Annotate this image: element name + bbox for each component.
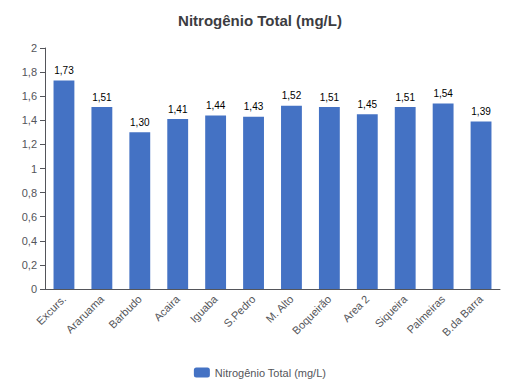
svg-text:Araruama: Araruama [64, 292, 107, 335]
svg-text:1,51: 1,51 [92, 92, 112, 103]
svg-text:1,30: 1,30 [130, 117, 150, 128]
svg-text:Nitrogênio Total (mg/L): Nitrogênio Total (mg/L) [178, 12, 342, 29]
svg-text:Acaira: Acaira [151, 292, 182, 323]
svg-text:1,6: 1,6 [22, 90, 37, 102]
svg-text:Nitrogênio Total (mg/L): Nitrogênio Total (mg/L) [215, 367, 326, 379]
svg-text:1,2: 1,2 [22, 138, 37, 150]
svg-text:1,52: 1,52 [282, 90, 302, 101]
svg-text:0,8: 0,8 [22, 187, 37, 199]
svg-text:1,43: 1,43 [244, 101, 264, 112]
svg-text:1: 1 [31, 163, 37, 175]
svg-text:1,39: 1,39 [471, 106, 491, 117]
svg-text:Excurs.: Excurs. [34, 293, 68, 327]
svg-text:0,4: 0,4 [22, 235, 37, 247]
svg-text:Barbudo: Barbudo [106, 293, 144, 331]
svg-text:0,6: 0,6 [22, 211, 37, 223]
svg-text:1,8: 1,8 [22, 66, 37, 78]
svg-text:B.da Barra: B.da Barra [440, 292, 486, 338]
svg-text:Area 2: Area 2 [340, 293, 371, 324]
svg-text:1,51: 1,51 [320, 92, 340, 103]
svg-text:1,73: 1,73 [54, 65, 74, 76]
svg-text:1,45: 1,45 [358, 99, 378, 110]
svg-text:Siqueira: Siqueira [372, 292, 410, 330]
svg-text:Palmeiras: Palmeiras [404, 292, 448, 336]
svg-text:1,44: 1,44 [206, 100, 226, 111]
svg-text:1,41: 1,41 [168, 104, 188, 115]
svg-text:0,2: 0,2 [22, 259, 37, 271]
svg-text:S.Pedro: S.Pedro [221, 293, 258, 330]
svg-text:0: 0 [31, 283, 37, 295]
svg-text:1,4: 1,4 [22, 114, 37, 126]
svg-text:Iguaba: Iguaba [188, 292, 221, 325]
svg-text:1,51: 1,51 [395, 92, 415, 103]
svg-text:M. Alto: M. Alto [263, 293, 295, 325]
svg-text:1,54: 1,54 [433, 88, 453, 99]
svg-text:2: 2 [31, 42, 37, 54]
svg-text:Boqueirão: Boqueirão [290, 293, 334, 337]
